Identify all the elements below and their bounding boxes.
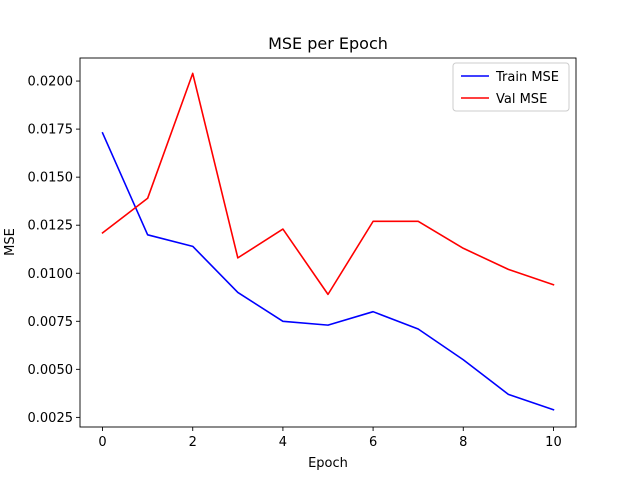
x-tick-label: 0 bbox=[98, 435, 106, 450]
plot-area: 0 2 4 6 8 10 0.0025 0.0050 0.0075 0.0100 0.0125 0.0… bbox=[28, 57, 577, 450]
y-tick-label: 0.0125 bbox=[28, 219, 74, 234]
legend-box bbox=[452, 62, 570, 112]
y-tick-label: 0.0200 bbox=[28, 75, 74, 90]
y-tick-label: 0.0075 bbox=[28, 315, 74, 330]
plot-frame bbox=[79, 57, 577, 428]
y-tick-label: 0.0100 bbox=[28, 267, 74, 282]
legend-label: Val MSE bbox=[496, 92, 547, 107]
y-tick-label: 0.0025 bbox=[28, 411, 74, 426]
x-axis-title: Epoch bbox=[308, 456, 348, 471]
x-tick-label: 10 bbox=[545, 435, 562, 450]
x-tick-label: 4 bbox=[279, 435, 287, 450]
y-axis-title: MSE bbox=[3, 228, 18, 256]
x-tick-label: 8 bbox=[459, 435, 467, 450]
series-line-train-mse bbox=[101, 131, 555, 411]
series-line-val-mse bbox=[101, 72, 555, 296]
x-tick-label: 6 bbox=[369, 435, 377, 450]
y-tick-label: 0.0175 bbox=[28, 123, 74, 138]
legend-label: Train MSE bbox=[495, 70, 559, 85]
legend: Train MSE Val MSE bbox=[452, 62, 570, 112]
y-tick-label: 0.0050 bbox=[28, 363, 74, 378]
x-tick-label: 2 bbox=[189, 435, 197, 450]
y-tick-label: 0.0150 bbox=[28, 171, 74, 186]
chart-title: MSE per Epoch bbox=[268, 34, 388, 53]
